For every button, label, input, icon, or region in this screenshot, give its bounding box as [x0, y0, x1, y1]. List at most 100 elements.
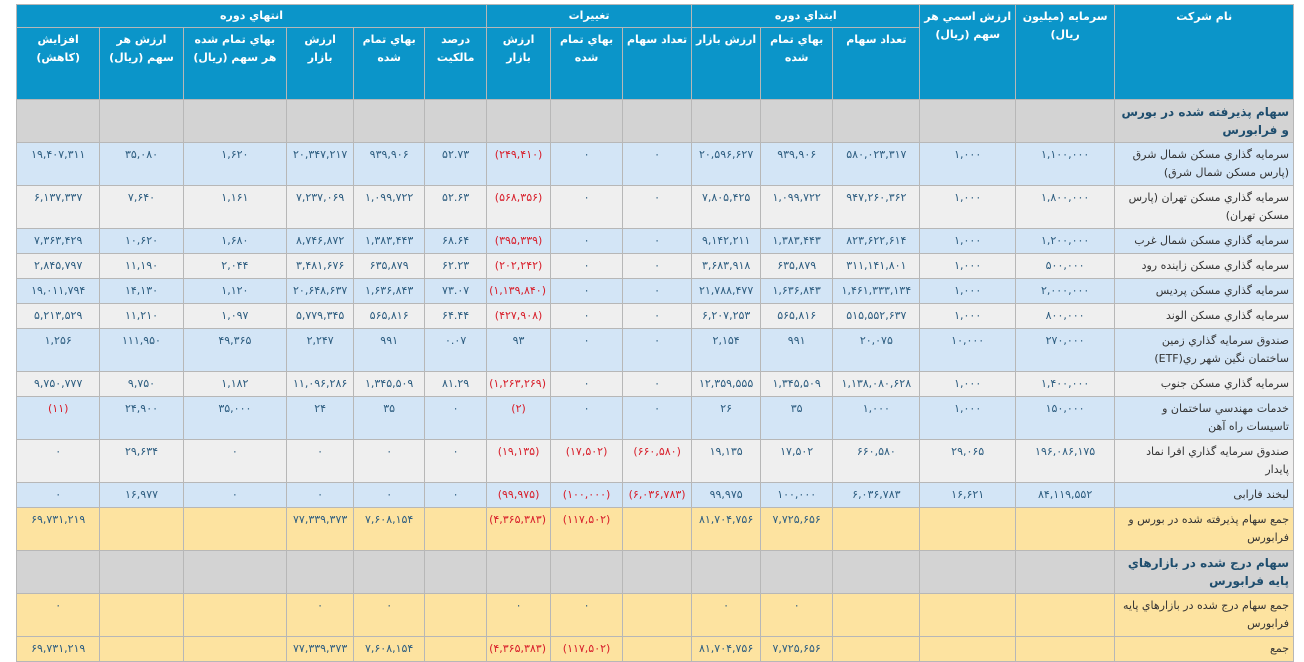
cell-change-market: (۹۹,۹۷۵) — [486, 482, 552, 508]
cell-end-increase-decrease: ۶,۱۳۷,۳۳۷ — [15, 185, 101, 229]
section-empty-cell — [691, 550, 762, 594]
cell-capital: ۵۰۰,۰۰۰ — [1014, 253, 1116, 279]
section-empty-cell — [486, 550, 552, 594]
cell-end-cost: ۳۵ — [353, 396, 426, 440]
cell-end-cost-per-share: ۱,۱۸۲ — [182, 371, 288, 397]
cell-start-market: ۶,۲۰۷,۲۵۳ — [691, 303, 762, 329]
cell-start-market: ۹,۱۴۲,۲۱۱ — [691, 228, 762, 254]
cell-end-ownership-pct: ۶۲.۲۳ — [424, 253, 488, 279]
cell-start-cost: ۶۳۵,۸۷۹ — [760, 253, 834, 279]
section-empty-cell — [424, 550, 488, 594]
cell-change-shares: ۰ — [622, 185, 693, 229]
total-cell-company-name: جمع سهام درج شده در بازارهاي پایه فرابور… — [1114, 593, 1294, 637]
cell-par-value: ۱۰,۰۰۰ — [919, 328, 1016, 372]
cell-start-shares: ۱,۴۶۱,۳۳۳,۱۳۴ — [832, 278, 921, 304]
total-cell-start-market: ۸۱,۷۰۴,۷۵۶ — [691, 636, 762, 662]
cell-change-market: (۱۹,۱۳۵) — [486, 439, 552, 483]
cell-start-cost: ۱,۳۸۳,۴۴۳ — [760, 228, 834, 254]
total-cell-change-shares — [622, 507, 693, 551]
cell-start-shares: ۲۰,۰۷۵ — [832, 328, 921, 372]
total-cell-end-market: ۰ — [286, 593, 355, 637]
table-row: لبخند فارابی ۸۴,۱۱۹,۵۵۲ ۱۶,۶۲۱ ۶,۰۳۶,۷۸۳ ۱۰۰… — [15, 482, 1294, 508]
total-cell-start-market: ۸۱,۷۰۴,۷۵۶ — [691, 507, 762, 551]
cell-change-cost: ۰ — [550, 253, 624, 279]
cell-capital: ۱۵۰,۰۰۰ — [1014, 396, 1116, 440]
cell-end-cost-per-share: ۱,۰۹۷ — [182, 303, 288, 329]
section-title: سهام درج شده در بازارهاي پایه فرابورس — [1114, 550, 1294, 594]
cell-change-market: (۱,۲۶۳,۲۶۹) — [486, 371, 552, 397]
col-change-market: ارزش بازار — [486, 27, 552, 100]
table-body: سهام پذیرفته شده در بورس و فرابورس سرمای… — [15, 99, 1294, 662]
cell-end-increase-decrease: ۷,۳۶۳,۴۲۹ — [15, 228, 101, 254]
cell-company-name: سرمایه گذاري مسکن تهران (پارس مسکن تهران… — [1114, 185, 1294, 229]
total-cell-par-value — [919, 636, 1016, 662]
cell-start-shares: ۹۴۷,۲۶۰,۳۶۲ — [832, 185, 921, 229]
cell-start-shares: ۱,۰۰۰ — [832, 396, 921, 440]
total-cell-capital — [1014, 636, 1116, 662]
cell-end-cost: ۹۳۹,۹۰۶ — [353, 142, 426, 186]
cell-end-value-per-share: ۱۱,۲۱۰ — [99, 303, 184, 329]
cell-start-cost: ۱,۰۹۹,۷۲۲ — [760, 185, 834, 229]
cell-start-cost: ۵۶۵,۸۱۶ — [760, 303, 834, 329]
col-par-value: ارزش اسمي هر سهم (ریال) — [919, 4, 1016, 100]
cell-start-shares: ۵۸۰,۰۲۳,۳۱۷ — [832, 142, 921, 186]
table-row: سرمایه گذاري مسکن شمال غرب ۱,۲۰۰,۰۰۰ ۱,۰۰۰… — [15, 228, 1294, 254]
total-cell-change-cost: (۱۱۷,۵۰۲) — [550, 507, 624, 551]
cell-par-value: ۱,۰۰۰ — [919, 396, 1016, 440]
cell-end-value-per-share: ۱۶,۹۷۷ — [99, 482, 184, 508]
cell-par-value: ۱,۰۰۰ — [919, 278, 1016, 304]
cell-end-cost: ۱,۳۸۳,۴۴۳ — [353, 228, 426, 254]
cell-start-market: ۲۱,۷۸۸,۴۷۷ — [691, 278, 762, 304]
cell-end-cost-per-share: ۱,۱۲۰ — [182, 278, 288, 304]
cell-end-market: ۵,۷۷۹,۳۴۵ — [286, 303, 355, 329]
cell-end-increase-decrease: ۰ — [15, 439, 101, 483]
section-empty-cell — [353, 550, 426, 594]
total-cell-capital — [1014, 593, 1116, 637]
cell-end-market: ۱۱,۰۹۶,۲۸۶ — [286, 371, 355, 397]
section-empty-cell — [919, 550, 1016, 594]
cell-end-cost-per-share: ۳۵,۰۰۰ — [182, 396, 288, 440]
section-empty-cell — [832, 550, 921, 594]
total-cell-change-shares — [622, 636, 693, 662]
cell-par-value: ۱,۰۰۰ — [919, 142, 1016, 186]
total-cell-end-cost: ۰ — [353, 593, 426, 637]
cell-par-value: ۱,۰۰۰ — [919, 228, 1016, 254]
total-cell-start-shares — [832, 636, 921, 662]
cell-company-name: سرمایه گذاري مسکن شمال شرق (پارس مسکن شم… — [1114, 142, 1294, 186]
cell-end-value-per-share: ۱۴,۱۳۰ — [99, 278, 184, 304]
cell-end-ownership-pct: ۶۴.۴۴ — [424, 303, 488, 329]
cell-start-market: ۷,۸۰۵,۴۲۵ — [691, 185, 762, 229]
total-cell-change-market: (۴,۳۶۵,۳۸۳) — [486, 636, 552, 662]
table-row: سرمایه گذاري مسکن شمال شرق (پارس مسکن شم… — [15, 142, 1294, 186]
cell-change-shares: ۰ — [622, 228, 693, 254]
cell-capital: ۱,۴۰۰,۰۰۰ — [1014, 371, 1116, 397]
col-start-shares: تعداد سهام — [832, 27, 921, 100]
total-cell-end-market: ۷۷,۳۳۹,۳۷۳ — [286, 507, 355, 551]
col-start-cost: بهاي تمام شده — [760, 27, 834, 100]
total-cell-par-value — [919, 593, 1016, 637]
total-row-grand: جمع ۷,۷۲۵,۶۵۶ ۸۱,۷۰۴,۷۵۶ (۱۱۷,۵۰۲) (۴,۳۶۵,۳۸… — [15, 636, 1294, 662]
total-cell-change-cost: ۰ — [550, 593, 624, 637]
col-end-value-per-share: ارزش هر سهم (ریال) — [99, 27, 184, 100]
cell-start-cost: ۱,۶۳۶,۸۴۳ — [760, 278, 834, 304]
cell-change-shares: (۶۶۰,۵۸۰) — [622, 439, 693, 483]
cell-end-ownership-pct: ۷۳.۰۷ — [424, 278, 488, 304]
cell-end-cost-per-share: ۰ — [182, 482, 288, 508]
cell-start-shares: ۶۶۰,۵۸۰ — [832, 439, 921, 483]
cell-company-name: سرمایه گذاري مسکن زاینده رود — [1114, 253, 1294, 279]
cell-change-shares: ۰ — [622, 303, 693, 329]
table-row: صندوق سرمایه گذاري زمین ساختمان نگین شهر… — [15, 328, 1294, 372]
cell-end-cost: ۹۹۱ — [353, 328, 426, 372]
cell-start-shares: ۳۱۱,۱۴۱,۸۰۱ — [832, 253, 921, 279]
cell-end-cost: ۰ — [353, 439, 426, 483]
cell-end-increase-decrease: ۵,۲۱۳,۵۲۹ — [15, 303, 101, 329]
cell-change-market: (۱,۱۳۹,۸۴۰) — [486, 278, 552, 304]
cell-end-ownership-pct: ۰ — [424, 396, 488, 440]
cell-end-cost: ۱,۶۳۶,۸۴۳ — [353, 278, 426, 304]
total-cell-end-cost-per-share — [182, 636, 288, 662]
cell-par-value: ۱,۰۰۰ — [919, 185, 1016, 229]
cell-par-value: ۱,۰۰۰ — [919, 371, 1016, 397]
cell-end-value-per-share: ۹,۷۵۰ — [99, 371, 184, 397]
cell-end-increase-decrease: ۲,۸۴۵,۷۹۷ — [15, 253, 101, 279]
total-cell-start-shares — [832, 507, 921, 551]
